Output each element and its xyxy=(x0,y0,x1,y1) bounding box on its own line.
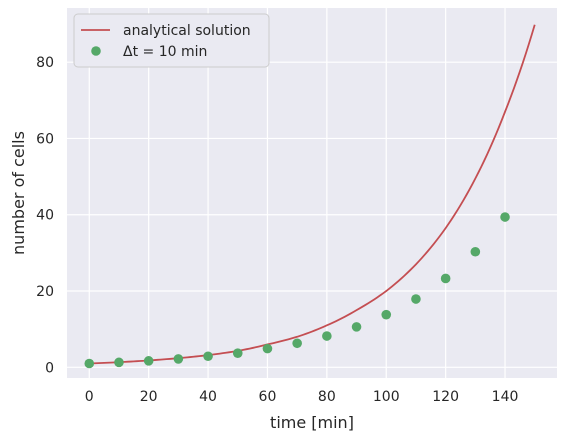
data-point xyxy=(411,294,421,304)
data-point xyxy=(470,246,481,257)
y-axis-label: number of cells xyxy=(9,131,28,255)
x-tick-label: 100 xyxy=(373,389,400,405)
y-tick-label: 80 xyxy=(36,55,54,71)
data-point xyxy=(351,322,362,332)
y-tick-label: 0 xyxy=(45,360,54,376)
x-axis-label: time [min] xyxy=(270,413,354,432)
y-tick-label: 60 xyxy=(36,131,54,147)
legend-label-analytical: analytical solution xyxy=(123,23,251,39)
series-layer xyxy=(84,24,536,369)
x-tick-label: 0 xyxy=(85,389,94,405)
data-point xyxy=(173,354,184,364)
data-point xyxy=(292,338,302,349)
data-point xyxy=(114,357,124,368)
data-point xyxy=(203,351,213,362)
legend: analytical solution Δt = 10 min xyxy=(73,13,270,68)
analytical-solution-line xyxy=(89,24,536,365)
data-point xyxy=(440,273,451,284)
data-point xyxy=(500,212,510,222)
x-tick-label: 80 xyxy=(318,389,336,405)
data-point xyxy=(84,358,95,369)
legend-box xyxy=(73,13,270,68)
x-tick-label: 140 xyxy=(492,389,519,405)
legend-label-numerical: Δt = 10 min xyxy=(123,44,207,60)
data-point xyxy=(381,309,392,320)
legend-point-swatch xyxy=(91,46,101,56)
x-tick-label: 120 xyxy=(432,389,459,405)
data-point xyxy=(232,348,243,359)
data-point xyxy=(143,356,154,366)
data-point xyxy=(322,331,332,341)
x-tick-labels: 0 20 40 60 80 100 120 140 xyxy=(85,389,519,405)
y-tick-labels: 0 20 40 60 80 xyxy=(36,55,54,376)
x-tick-label: 40 xyxy=(199,389,217,405)
data-point xyxy=(262,343,273,354)
y-tick-label: 40 xyxy=(36,208,54,224)
x-tick-label: 20 xyxy=(140,389,158,405)
x-tick-label: 60 xyxy=(259,389,277,405)
y-tick-label: 20 xyxy=(36,284,54,300)
grid xyxy=(67,8,557,378)
